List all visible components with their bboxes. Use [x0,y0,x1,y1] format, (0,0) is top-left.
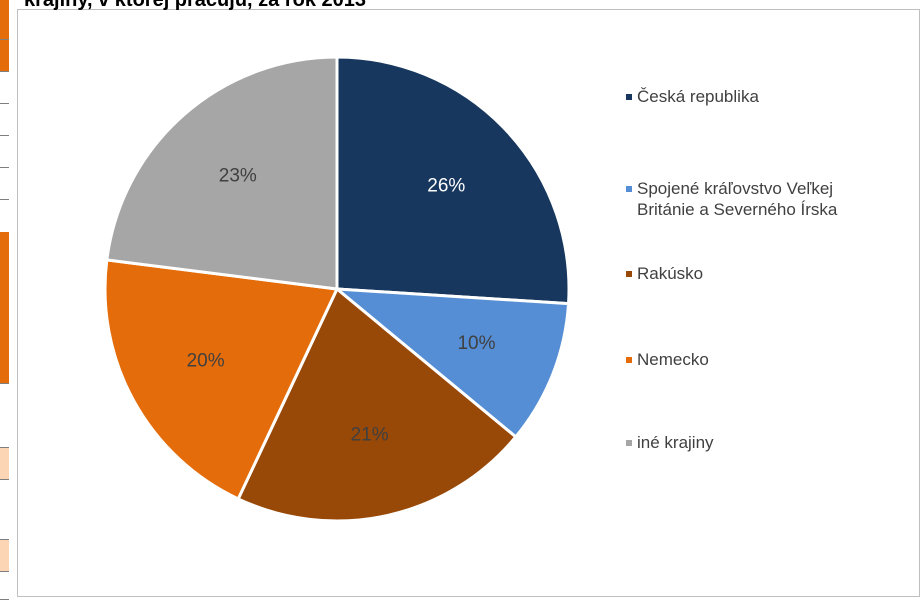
slice-label-4: 23% [219,166,257,187]
strip-cell [0,40,9,72]
pie-slice-3 [103,258,339,501]
strip-cell [0,136,9,168]
legend-label: Česká republika [637,87,759,106]
strip-cell [0,384,9,448]
legend-label: Nemecko [637,350,709,369]
pie-slices [103,55,571,523]
slice-label-2: 21% [351,424,389,445]
pie-labels: 26% 10% 21% 20% 23% [187,166,496,446]
strip-cell [0,168,9,200]
legend-label: Rakúsko [637,264,704,283]
strip-cell [0,104,9,136]
strip-cell [0,480,9,540]
legend-swatch [626,94,632,100]
legend-item-nemecko: Nemecko [626,349,916,370]
strip-cell [0,0,9,40]
pie-slice-0 [335,55,571,306]
legend-swatch [626,186,632,192]
pie-slice-4 [105,55,339,291]
legend-swatch [626,440,632,446]
legend-item-rakusko: Rakúsko [626,263,916,284]
pie-slice-1 [335,287,571,439]
legend-label: iné krajiny [637,433,714,452]
strip-cell [0,540,9,572]
strip-cell [0,448,9,480]
slice-label-0: 26% [427,175,465,196]
legend-item-ine-krajiny: iné krajiny [626,432,916,453]
legend-item-spojene-kralovstvo: Spojené kráľovstvo Veľkej Británie a Seve… [626,178,916,220]
pie-slice-2 [236,287,518,523]
background-spreadsheet-strip [0,0,9,600]
legend-swatch [626,271,632,277]
strip-cell [0,232,9,384]
legend-swatch [626,357,632,363]
legend-label: Spojené kráľovstvo Veľkej Británie a Seve… [637,179,838,219]
slice-label-1: 10% [457,333,495,354]
slice-label-3: 20% [187,350,225,371]
legend-item-ceska-republika: Česká republika [626,86,916,107]
chart-title: krajiny, v ktorej pracujú, za rok 2013 [24,0,367,11]
strip-cell [0,72,9,104]
